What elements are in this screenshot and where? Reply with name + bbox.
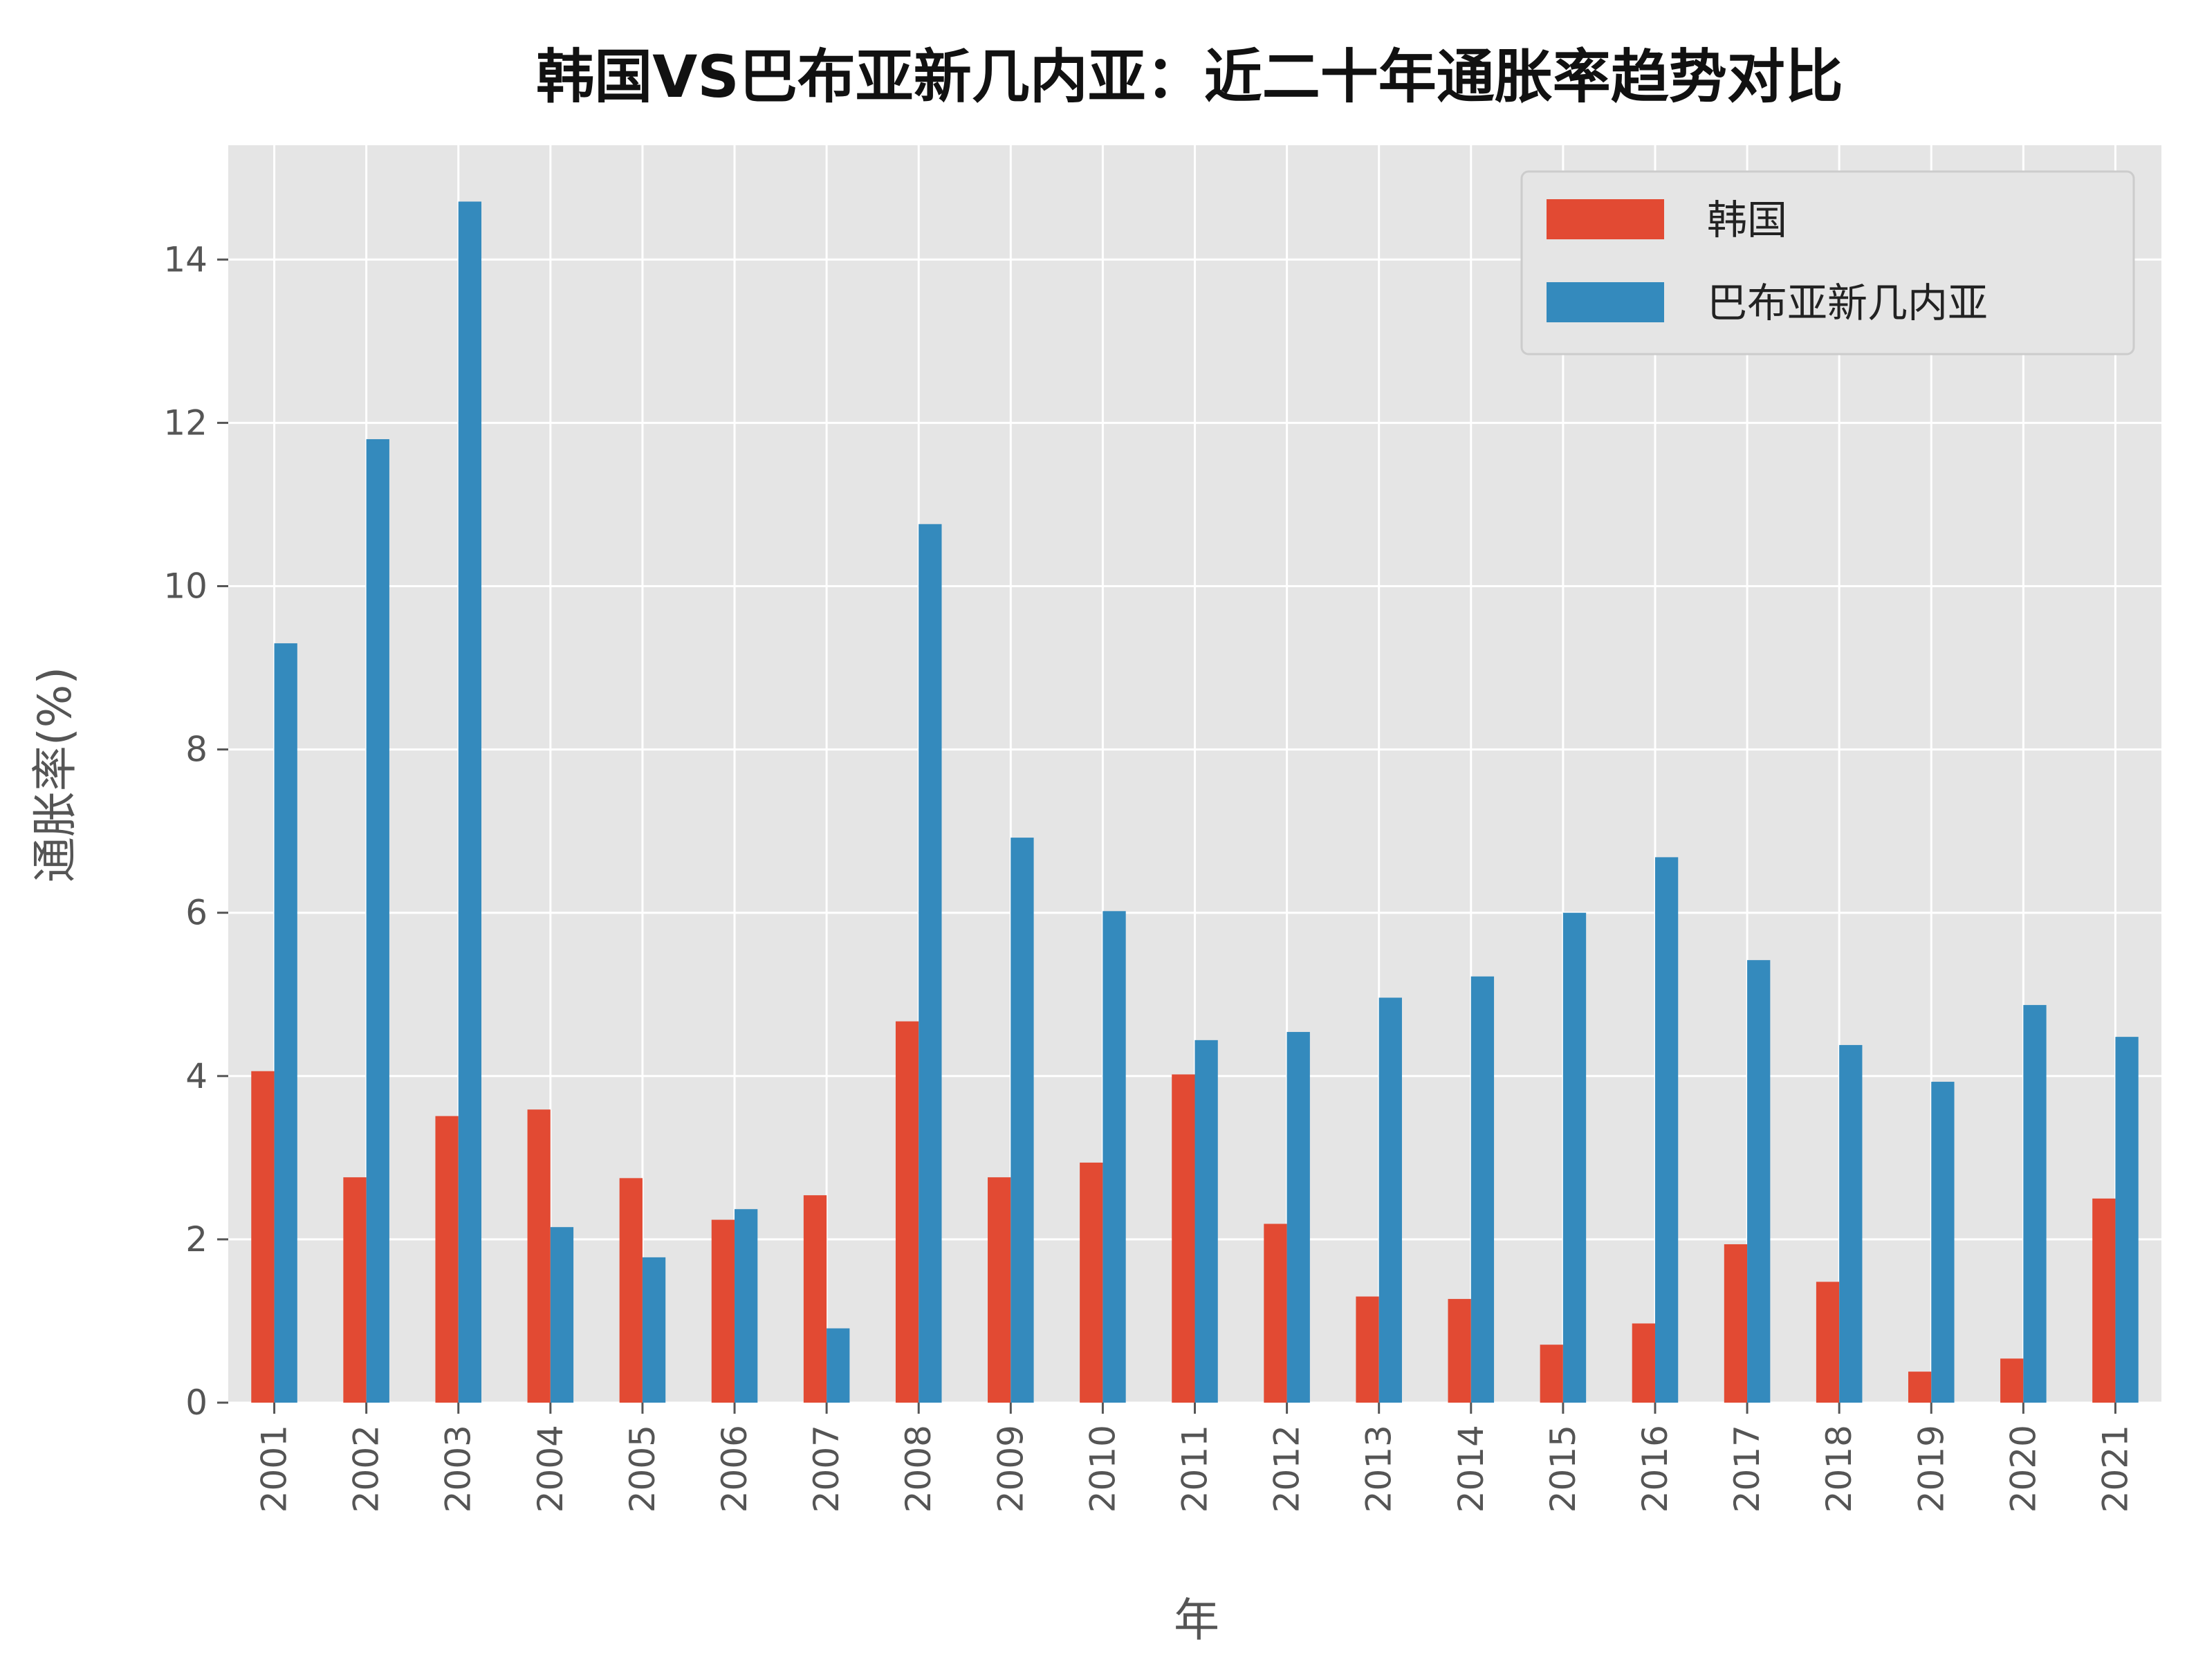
legend-label: 韩国 [1707,196,1787,243]
bar-png-2003 [458,201,482,1403]
x-axis-ticks: 2001 2002 2003 2004 2005 2006 2007 2008 2009 2010… [255,1403,2135,1513]
legend-box [1520,170,2135,356]
x-tick-label: 2019 [1911,1425,1951,1513]
bar-png-2020 [2023,1005,2047,1403]
bar-png-2001 [274,643,297,1403]
x-tick-label: 2005 [622,1425,663,1513]
x-tick-label: 2021 [2095,1425,2135,1513]
bar-korea-2021 [2092,1198,2116,1403]
legend-label: 巴布亚新几内亚 [1707,279,1988,326]
bar-korea-2002 [343,1177,367,1403]
bar-korea-2015 [1540,1345,1563,1403]
bar-png-2006 [735,1209,758,1403]
x-tick-label: 2002 [347,1425,387,1513]
x-tick-label: 2003 [439,1425,479,1513]
bar-korea-2001 [251,1071,275,1403]
bar-korea-2007 [803,1195,827,1403]
y-tick-label: 10 [163,566,207,606]
bar-png-2015 [1562,912,1587,1403]
bar-png-2013 [1378,997,1402,1403]
bar-png-2019 [1931,1082,1955,1403]
bar-korea-2012 [1264,1224,1287,1403]
bar-korea-2009 [988,1177,1011,1403]
x-tick-label: 2017 [1727,1425,1767,1513]
x-tick-label: 2013 [1359,1425,1399,1513]
bar-korea-2013 [1356,1296,1379,1403]
bar-korea-2008 [895,1021,919,1403]
bar-korea-2005 [619,1178,643,1403]
legend-swatch [1547,199,1664,239]
bar-png-2005 [642,1257,666,1403]
x-tick-label: 2015 [1543,1425,1583,1513]
y-tick-label: 4 [185,1056,207,1096]
x-tick-label: 2006 [714,1425,755,1513]
bar-korea-2014 [1448,1299,1471,1403]
bar-png-2014 [1470,976,1495,1403]
x-tick-label: 2016 [1635,1425,1675,1513]
x-axis-label: 年 [1174,1594,1219,1647]
bar-korea-2020 [2000,1358,2024,1403]
bar-png-2016 [1654,857,1679,1403]
bar-png-2012 [1286,1032,1310,1403]
bar-korea-2004 [527,1109,551,1403]
legend-swatch [1547,282,1664,322]
x-tick-label: 2008 [898,1425,939,1513]
y-tick-label: 8 [185,730,207,770]
bar-png-2010 [1102,911,1126,1403]
bar-png-2018 [1839,1044,1863,1403]
x-tick-label: 2009 [990,1425,1031,1513]
bar-png-2004 [550,1227,574,1403]
y-axis-label: 通胀率(%) [28,667,82,883]
bar-korea-2006 [711,1219,735,1403]
x-tick-label: 2012 [1267,1425,1307,1513]
x-tick-label: 2010 [1082,1425,1123,1513]
bar-png-2007 [827,1328,850,1403]
x-tick-label: 2014 [1451,1425,1491,1513]
bar-korea-2011 [1172,1074,1195,1403]
x-tick-label: 2018 [1819,1425,1859,1513]
bar-korea-2016 [1632,1323,1655,1403]
bar-png-2011 [1194,1040,1218,1403]
y-tick-label: 0 [185,1383,207,1423]
y-tick-label: 14 [163,239,207,279]
chart-title: 韩国VS巴布亚新几内亚：近二十年通胀率趋势对比 [536,43,1843,111]
bar-korea-2010 [1080,1162,1103,1403]
bar-png-2009 [1011,838,1034,1403]
y-tick-label: 6 [185,893,207,933]
y-tick-label: 2 [185,1219,207,1259]
bar-korea-2003 [435,1116,459,1403]
bar-png-2021 [2115,1037,2139,1403]
bar-korea-2019 [1908,1372,1932,1403]
y-axis-ticks: 0 2 4 6 8 10 12 14 [163,239,228,1423]
x-tick-label: 2001 [255,1425,295,1513]
bar-png-2002 [366,439,389,1403]
y-tick-label: 12 [163,403,207,443]
bars [251,201,2139,1403]
x-tick-label: 2011 [1175,1425,1215,1513]
bar-png-2008 [919,524,942,1403]
bar-korea-2017 [1724,1244,1748,1403]
bar-korea-2018 [1816,1282,1840,1403]
x-tick-label: 2004 [530,1425,571,1513]
x-tick-label: 2020 [2003,1425,2043,1513]
bar-png-2017 [1747,960,1771,1403]
x-tick-label: 2007 [806,1425,847,1513]
